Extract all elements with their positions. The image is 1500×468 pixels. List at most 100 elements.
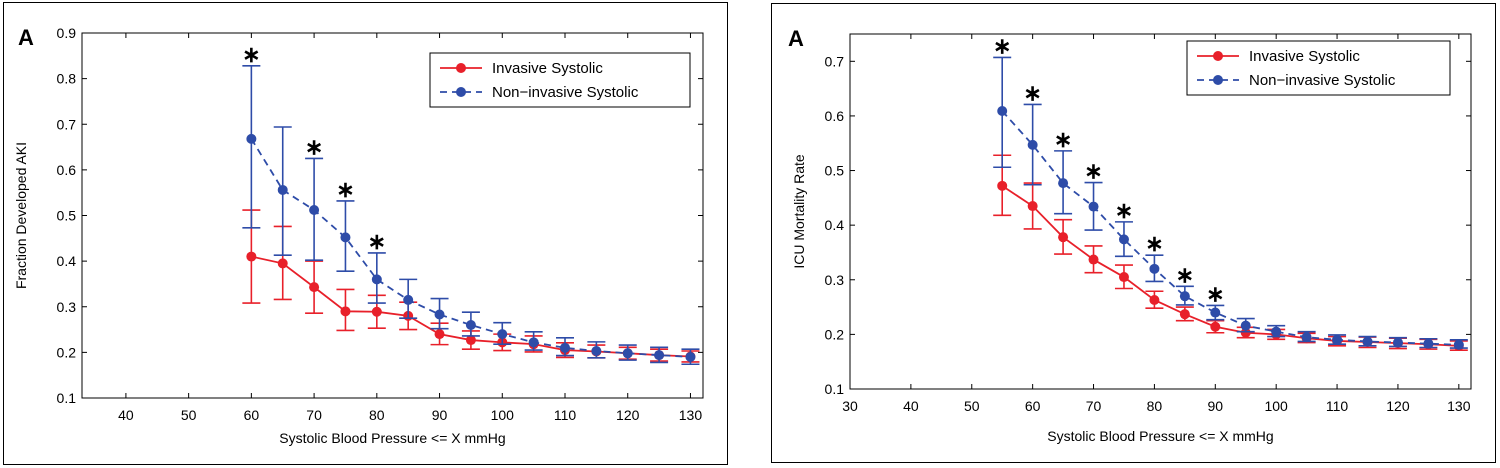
- data-point: [1149, 263, 1160, 274]
- data-point: [371, 306, 382, 317]
- significance-marker: ∗: [1054, 127, 1072, 152]
- y-tick-label: 0.4: [57, 253, 77, 269]
- data-point: [1301, 332, 1312, 343]
- data-point: [340, 306, 351, 317]
- x-tick-label: 70: [1086, 398, 1102, 414]
- y-tick-label: 0.3: [825, 272, 845, 288]
- legend-box: [1186, 40, 1451, 96]
- data-point: [1362, 336, 1373, 347]
- significance-marker: ∗: [1176, 262, 1194, 287]
- panel-label: A: [18, 25, 34, 50]
- data-point: [1088, 201, 1099, 212]
- x-tick-label: 130: [679, 407, 703, 423]
- data-point: [1210, 307, 1221, 318]
- data-point: [654, 350, 665, 361]
- y-axis-label: ICU Mortality Rate: [791, 154, 807, 269]
- mortality-chart-svg: 30 40 50 60 70 80 90 100 110 120 130 0.1 0.2 0.3 0.4 0.…: [791, 33, 1472, 444]
- x-tick-label: 60: [244, 407, 260, 423]
- y-tick-label: 0.6: [825, 108, 845, 124]
- y-tick-label: 0.8: [57, 71, 77, 87]
- series-line: [250, 138, 691, 358]
- x-tick-label: 80: [369, 407, 385, 423]
- significance-marker: ∗: [1145, 231, 1163, 256]
- data-point: [465, 335, 476, 346]
- x-tick-label: 100: [1264, 398, 1288, 414]
- data-point: [1179, 309, 1190, 320]
- significance-marker: ∗: [368, 229, 386, 254]
- significance-marker: ∗: [242, 42, 260, 67]
- data-point: [1058, 178, 1069, 189]
- panel-label: A: [788, 26, 804, 51]
- significance-marker: ∗: [1206, 281, 1224, 306]
- series-line: [1001, 110, 1459, 346]
- y-tick-label: 0.5: [57, 208, 77, 224]
- legend-marker-swatch: [1213, 51, 1223, 61]
- x-tick-label: 80: [1147, 398, 1163, 414]
- data-point: [622, 348, 633, 359]
- y-tick-label: 0.1: [57, 390, 77, 406]
- x-tick-label: 50: [964, 398, 980, 414]
- data-point: [528, 337, 539, 348]
- data-point: [997, 106, 1008, 117]
- x-tick-label: 120: [1386, 398, 1410, 414]
- data-point: [1210, 321, 1221, 332]
- x-tick-label: 110: [1326, 398, 1349, 414]
- x-tick-label: 70: [306, 407, 322, 423]
- y-tick-label: 0.1: [825, 381, 845, 397]
- series-line: [1001, 185, 1459, 347]
- data-point: [560, 342, 570, 353]
- data-point: [685, 351, 696, 362]
- y-tick-label: 0.9: [57, 25, 77, 41]
- data-point: [371, 274, 382, 285]
- data-point: [1271, 326, 1282, 337]
- y-tick-label: 0.5: [825, 163, 845, 179]
- data-point: [591, 346, 602, 357]
- y-tick-label: 0.7: [825, 53, 845, 69]
- legend-marker-swatch: [456, 87, 466, 97]
- y-tick-label: 0.2: [57, 344, 77, 360]
- data-point: [1423, 338, 1434, 349]
- x-axis-label: Systolic Blood Pressure <= X mmHg: [279, 430, 505, 446]
- significance-marker: ∗: [1023, 80, 1041, 105]
- data-point: [1392, 337, 1403, 348]
- data-point: [403, 294, 414, 305]
- data-point: [1240, 327, 1251, 338]
- x-tick-label: 120: [616, 407, 640, 423]
- data-point: [1149, 294, 1160, 305]
- x-tick-label: 50: [181, 407, 197, 423]
- legend-marker-swatch: [456, 63, 466, 73]
- data-point: [277, 184, 288, 195]
- data-point: [434, 329, 445, 340]
- data-point: [1027, 139, 1038, 150]
- significance-marker: ∗: [336, 177, 354, 202]
- plot-area-frame: [849, 33, 1472, 390]
- y-tick-label: 0.3: [57, 299, 77, 315]
- aki-chart-svg: 40 50 60 70 80 90 100 110 120 130 0.1 0.2 0.3 0.4 0.5 0…: [13, 25, 704, 446]
- x-tick-label: 90: [432, 407, 448, 423]
- data-point: [1332, 334, 1343, 345]
- data-point: [1118, 272, 1129, 283]
- data-point: [434, 309, 445, 320]
- data-point: [340, 232, 351, 243]
- y-tick-label: 0.6: [57, 162, 77, 178]
- data-point: [246, 133, 257, 144]
- data-point: [1027, 201, 1038, 212]
- significance-marker: ∗: [993, 33, 1011, 58]
- y-tick-label: 0.4: [825, 217, 845, 233]
- data-point: [1453, 339, 1464, 350]
- data-point: [309, 282, 320, 293]
- legend-label: Non−invasive Systolic: [492, 84, 639, 101]
- data-point: [246, 251, 257, 262]
- data-point: [1088, 254, 1099, 265]
- significance-marker: ∗: [1115, 198, 1133, 223]
- legend-label: Invasive Systolic: [1249, 48, 1360, 65]
- x-tick-label: 90: [1208, 398, 1224, 414]
- chart-panel-mortality: A 30 40 50 60 70 80 90 100 110 120 130 0.1 0.2 0.3 0.4…: [771, 3, 1496, 463]
- x-tick-label: 40: [903, 398, 919, 414]
- x-tick-label: 110: [554, 407, 577, 423]
- legend-marker-swatch: [1213, 75, 1223, 85]
- y-tick-label: 0.7: [57, 116, 77, 132]
- data-point: [1118, 234, 1129, 245]
- data-point: [1179, 291, 1190, 302]
- x-tick-label: 30: [842, 398, 858, 414]
